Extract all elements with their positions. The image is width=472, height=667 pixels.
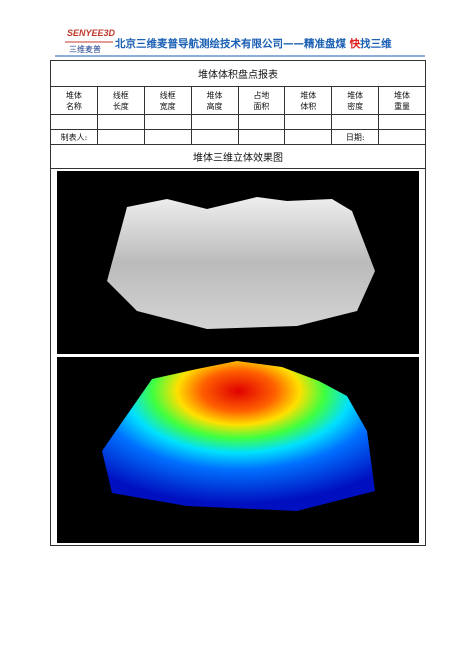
sign-row: 制表人: 日期:: [50, 129, 426, 145]
gray-pile: [107, 197, 375, 329]
company: 北京三维麦普导航测绘技术有限公司——精准盘煤: [115, 37, 350, 50]
cell: [378, 129, 426, 145]
logo-subtext: 三维麦普: [69, 44, 101, 54]
column-header-line: 高度: [206, 101, 223, 111]
column-header-line: 长度: [112, 101, 129, 111]
column-header-line: 占地: [253, 90, 270, 100]
column-header-line: 体积: [300, 101, 317, 111]
cell: [50, 114, 98, 130]
column-header-line: 名称: [65, 101, 82, 111]
column-header-line: 重量: [394, 101, 411, 111]
column-header-line: 堆体: [300, 90, 317, 100]
cell: [143, 114, 192, 130]
cell: [284, 114, 333, 130]
cell: [96, 129, 145, 145]
column-header-line: 堆体: [206, 90, 223, 100]
section-title: 堆体三维立体效果图: [50, 144, 426, 169]
heatmap-pile: [102, 361, 375, 511]
column-header: 堆体 重量: [378, 86, 426, 115]
column-header-line: 堆体: [347, 90, 364, 100]
company-slogan: 北京三维麦普导航测绘技术有限公司——精准盘煤 快找三维: [115, 37, 392, 50]
column-header-line: 线框: [112, 90, 129, 100]
column-header: 占地 面积: [237, 86, 286, 115]
header-row: 堆体 名称 线框 长度 线框 宽度 堆体 高度 占地 面积 堆体 体积 堆体 密度 堆体 重量: [50, 86, 426, 115]
report-table: 堆体体积盘点报表 堆体 名称 线框 长度 线框 宽度 堆体 高度 占地 面积 堆体 体积 堆体 密度 堆体重…: [50, 60, 426, 546]
cell: [284, 129, 333, 145]
header: SENYEE3D 三维麦普 北京三维麦普导航测绘技术有限公司——精准盘煤 快找三…: [55, 28, 425, 57]
column-header: 堆体 体积: [284, 86, 333, 115]
image-cell: [50, 168, 426, 546]
preparer-label: 制表人:: [50, 129, 98, 145]
column-header: 线框 宽度: [143, 86, 192, 115]
slogan-rest: 找三维: [360, 37, 392, 50]
cell: [378, 114, 426, 130]
cell: [331, 114, 380, 130]
column-header: 堆体 密度: [331, 86, 380, 115]
data-row: [50, 114, 426, 130]
column-header-line: 线框: [159, 90, 176, 100]
column-header: 堆体 高度: [190, 86, 239, 115]
cell: [96, 114, 145, 130]
column-header-line: 面积: [253, 101, 270, 111]
column-header: 堆体 名称: [50, 86, 98, 115]
cell: [190, 129, 239, 145]
date-label: 日期:: [331, 129, 380, 145]
cell: [190, 114, 239, 130]
table-title: 堆体体积盘点报表: [50, 60, 426, 87]
column-header-line: 堆体: [394, 90, 411, 100]
cell: [237, 114, 286, 130]
logo-text: SENYEE3D: [67, 28, 116, 38]
column-header-line: 堆体: [65, 90, 82, 100]
pile-images: [57, 171, 419, 543]
column-header-line: 密度: [347, 101, 364, 111]
column-header-line: 宽度: [159, 101, 176, 111]
cell: [143, 129, 192, 145]
cell: [237, 129, 286, 145]
slogan-highlight: 快: [349, 37, 361, 50]
column-header: 线框 长度: [96, 86, 145, 115]
